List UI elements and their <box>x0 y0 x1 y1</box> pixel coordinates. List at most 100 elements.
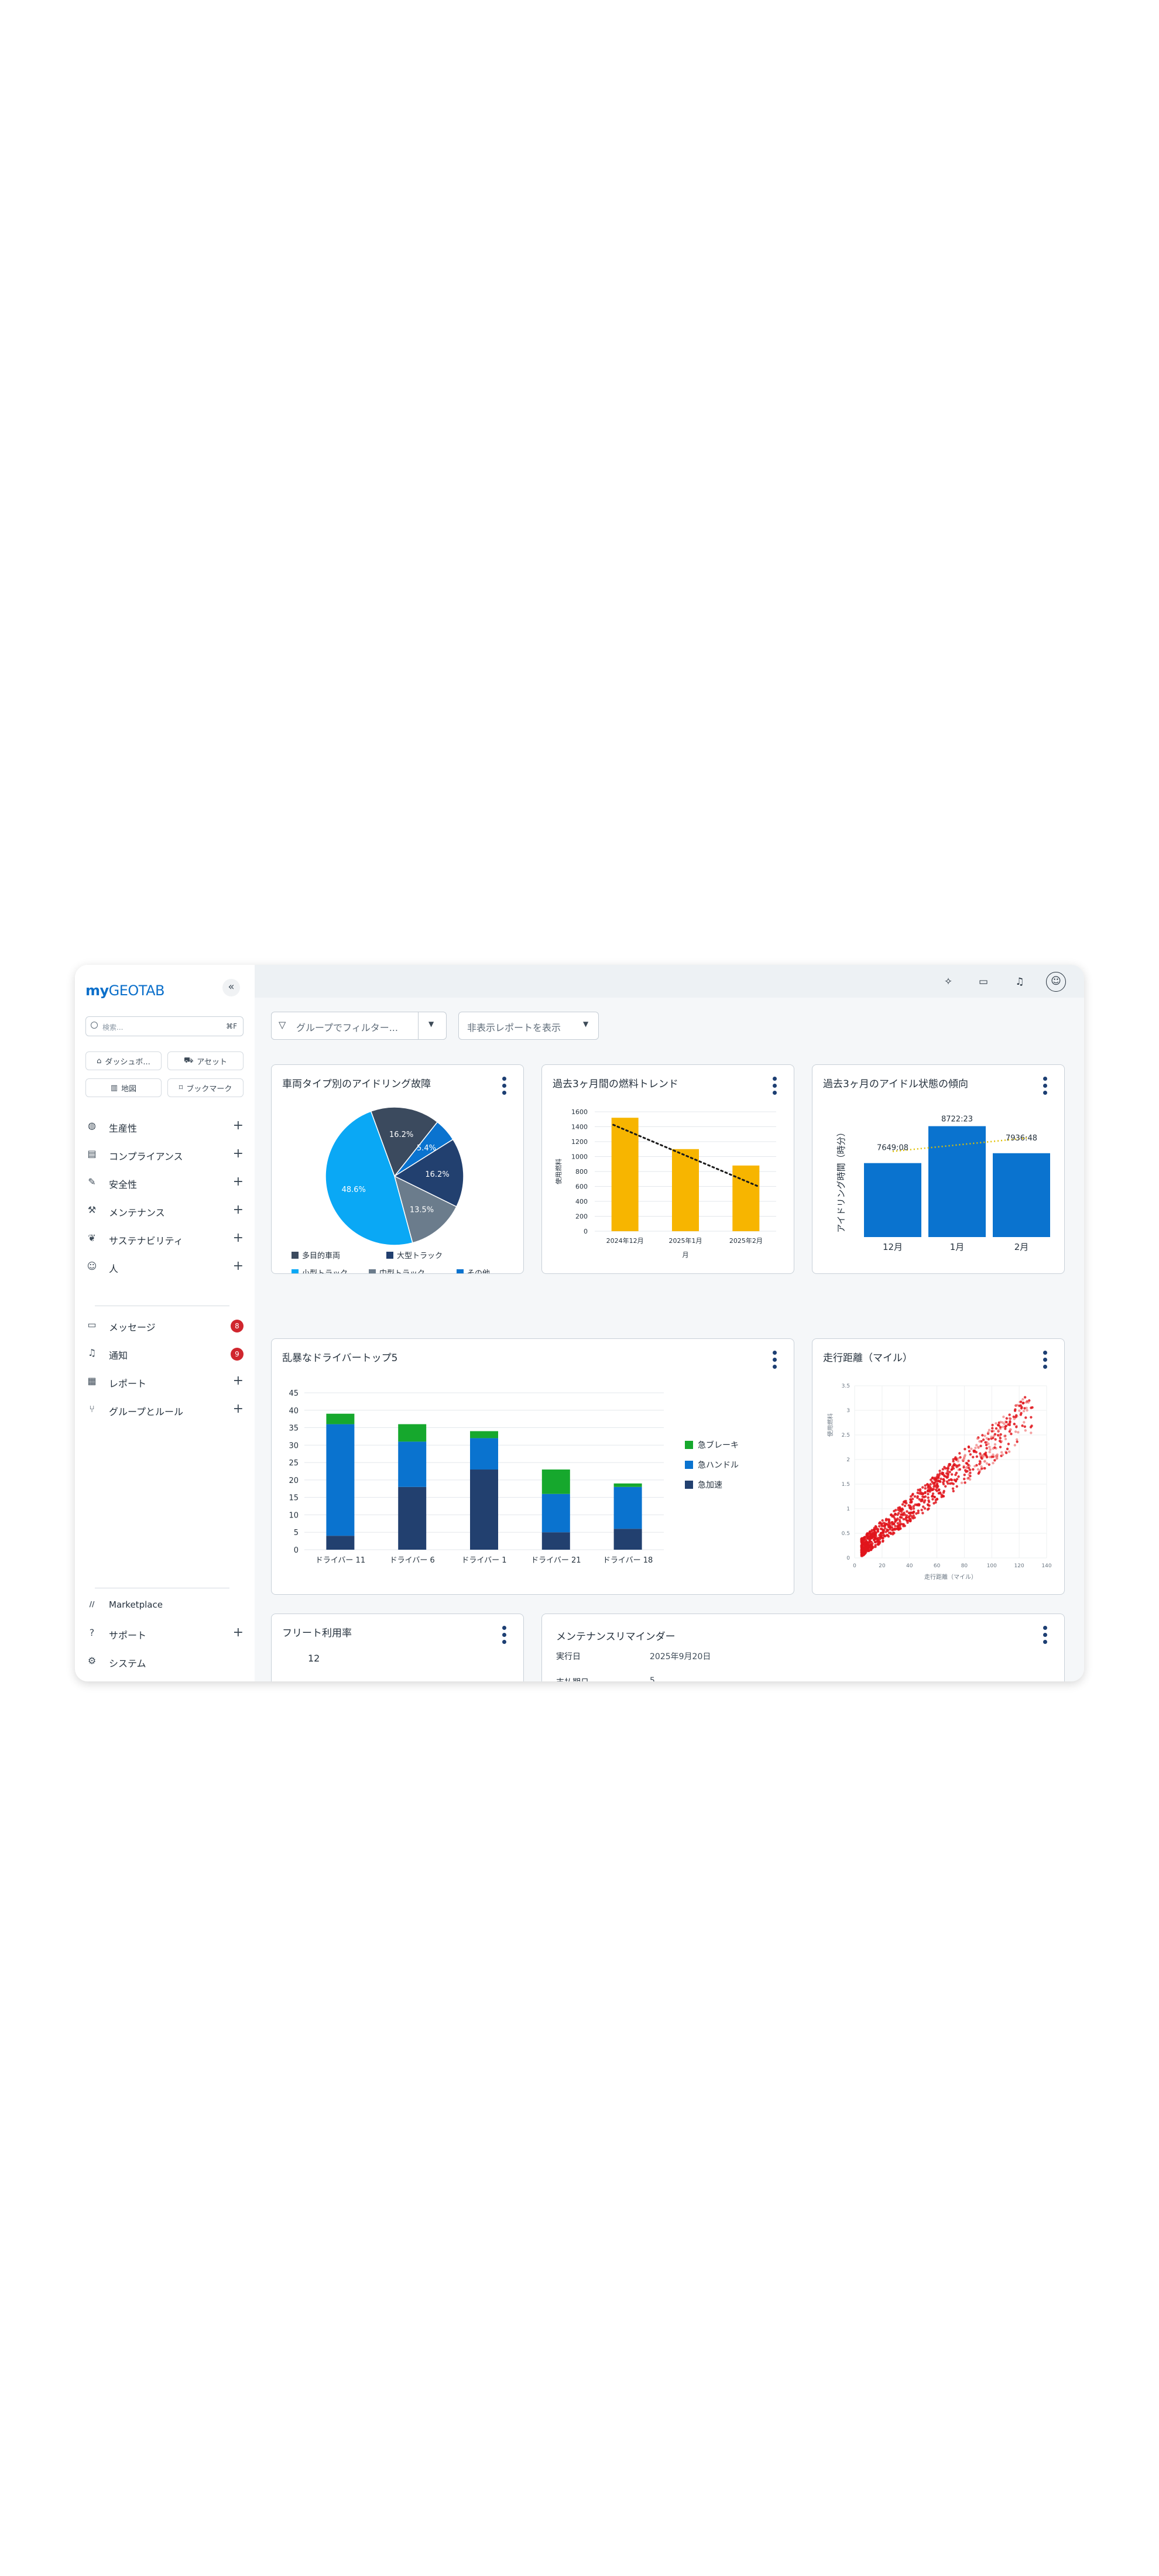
trend-line <box>892 1137 1028 1152</box>
maintenance-row-value: 2025年9月20日 <box>650 1652 711 1662</box>
scatter-point <box>926 1489 930 1493</box>
scatter-point <box>911 1492 914 1496</box>
fuel-bar <box>611 1118 639 1231</box>
scatter-point <box>1014 1404 1018 1407</box>
pie-chart: 16.2% 5.4% 16.2% 13.5% 48.6% 多目的車両 大型トラック小型トラッ… <box>292 1107 490 1273</box>
fleet-utilization-card: フリート利用率 12 <box>271 1614 524 1681</box>
scatter-point <box>912 1507 915 1510</box>
scatter-point <box>993 1443 997 1446</box>
nav-notifications[interactable]: ♫ 通知 9 <box>85 1342 244 1365</box>
scatter-point <box>886 1523 889 1526</box>
nav-productivity[interactable]: ◍ 生産性 + <box>85 1115 244 1138</box>
sparkle-icon[interactable]: ✧ <box>944 976 953 988</box>
scatter-point <box>978 1471 981 1474</box>
scatter-point <box>954 1473 957 1477</box>
x-tick-label: ドライバー 6 <box>390 1556 435 1565</box>
nav-support[interactable]: ? サポート + <box>85 1622 244 1645</box>
legend-swatch <box>685 1441 693 1449</box>
expand-icon[interactable]: + <box>232 1231 244 1245</box>
expand-icon[interactable]: + <box>232 1373 244 1388</box>
nav-reports[interactable]: ▦ レポート + <box>85 1370 244 1393</box>
scatter-point <box>990 1430 993 1433</box>
expand-icon[interactable]: + <box>232 1625 244 1640</box>
nav-system[interactable]: ⚙ システム <box>85 1650 244 1673</box>
nav-people[interactable]: ☺ 人 + <box>85 1255 244 1279</box>
stacked-bar-segment <box>398 1486 427 1550</box>
nav-groups-rules[interactable]: ⑂ グループとルール + <box>85 1398 244 1421</box>
expand-icon[interactable]: + <box>232 1402 244 1416</box>
fuel-trend-card: 過去3ヶ月間の燃料トレンド 0 200 400 600 800 1000 1200 1400 1… <box>541 1064 794 1274</box>
more-options-icon[interactable] <box>773 1351 777 1372</box>
nav-maintenance[interactable]: ⚒ メンテナンス + <box>85 1199 244 1222</box>
scatter-point <box>966 1477 969 1480</box>
scatter-point <box>928 1488 931 1491</box>
nav-sustainability[interactable]: ❦ サステナビリティ + <box>85 1227 244 1251</box>
expand-icon[interactable]: + <box>232 1118 244 1133</box>
scatter-point <box>988 1451 991 1454</box>
nav-compliance[interactable]: ▤ コンプライアンス + <box>85 1143 244 1166</box>
card-title: フリート利用率 <box>282 1628 352 1639</box>
expand-icon[interactable]: + <box>232 1146 244 1161</box>
collapse-sidebar-button[interactable]: « <box>222 979 240 996</box>
scatter-point <box>882 1533 885 1536</box>
scatter-point <box>1019 1400 1023 1403</box>
scatter-point <box>960 1481 963 1485</box>
globe-icon: ◍ <box>88 1120 96 1131</box>
scatter-point <box>975 1444 978 1447</box>
scatter-point <box>921 1486 924 1489</box>
chat-icon[interactable]: ▭ <box>978 976 989 988</box>
scatter-point <box>938 1474 941 1477</box>
nav-messages[interactable]: ▭ メッセージ 8 <box>85 1314 244 1337</box>
scatter-point <box>940 1493 943 1496</box>
group-filter-dropdown[interactable]: ▽ グループでフィルター... ▼ <box>271 1012 447 1040</box>
expand-icon[interactable]: + <box>232 1174 244 1189</box>
quick-link-map[interactable]: ▥ 地図 <box>85 1078 162 1097</box>
scatter-point <box>992 1453 995 1456</box>
quick-link-assets[interactable]: ⛟ アセット <box>167 1051 244 1070</box>
quick-link-dashboard[interactable]: ⌂ ダッシュボ... <box>85 1051 162 1070</box>
quick-link-bookmarks[interactable]: ⌑ ブックマーク <box>167 1078 244 1097</box>
scatter-point <box>1006 1447 1009 1451</box>
hidden-reports-dropdown[interactable]: 非表示レポートを表示 ▼ <box>458 1012 599 1040</box>
nav-marketplace[interactable]: // Marketplace <box>85 1594 244 1617</box>
user-avatar-icon[interactable]: ☺ <box>1046 972 1066 992</box>
scatter-point <box>976 1437 979 1440</box>
expand-icon[interactable]: + <box>232 1203 244 1217</box>
bell-icon: ♫ <box>87 1347 97 1358</box>
sidebar-search-input[interactable]: 検索... ⌘F <box>85 1016 244 1036</box>
scatter-point <box>966 1469 969 1473</box>
more-options-icon[interactable] <box>1043 1077 1047 1098</box>
expand-icon[interactable]: + <box>232 1259 244 1273</box>
bell-icon[interactable]: ♫ <box>1015 976 1024 988</box>
scatter-point <box>872 1528 876 1531</box>
scatter-point <box>897 1512 900 1515</box>
pie-slice-label: 5.4% <box>417 1144 436 1153</box>
scatter-point <box>924 1487 927 1490</box>
stacked-bar-segment <box>470 1469 498 1550</box>
scatter-point <box>1021 1402 1025 1405</box>
chevron-down-icon[interactable]: ▼ <box>428 1020 434 1028</box>
scatter-point <box>1002 1426 1004 1429</box>
x-axis-label: 走行距離（マイル） <box>924 1573 977 1581</box>
scatter-point <box>967 1467 971 1469</box>
more-options-icon[interactable] <box>1043 1351 1047 1372</box>
app-window: myGEOTAB « 検索... ⌘F ⌂ ダッシュボ... ⛟ アセット ▥ 地図 … <box>75 965 1084 1681</box>
mygeotab-logo[interactable]: myGEOTAB <box>85 982 165 999</box>
scatter-point <box>886 1528 889 1532</box>
more-options-icon[interactable] <box>1043 1626 1047 1647</box>
scatter-point <box>1018 1409 1021 1412</box>
x-tick-label: 100 <box>987 1563 997 1569</box>
nav-safety[interactable]: ✎ 安全性 + <box>85 1171 244 1194</box>
more-options-icon[interactable] <box>773 1077 777 1098</box>
more-options-icon[interactable] <box>502 1077 506 1098</box>
more-options-icon[interactable] <box>502 1626 506 1647</box>
scatter-point <box>972 1455 975 1459</box>
scatter-point <box>883 1525 886 1527</box>
sidebar: myGEOTAB « 検索... ⌘F ⌂ ダッシュボ... ⛟ アセット ▥ 地図 … <box>75 965 255 1681</box>
scatter-point <box>881 1519 884 1522</box>
scatter-point <box>864 1551 867 1554</box>
scatter-point <box>906 1521 909 1524</box>
scatter-point <box>910 1495 913 1498</box>
y-tick-label: 35 <box>289 1424 299 1433</box>
stacked-bar-segment <box>326 1536 355 1550</box>
